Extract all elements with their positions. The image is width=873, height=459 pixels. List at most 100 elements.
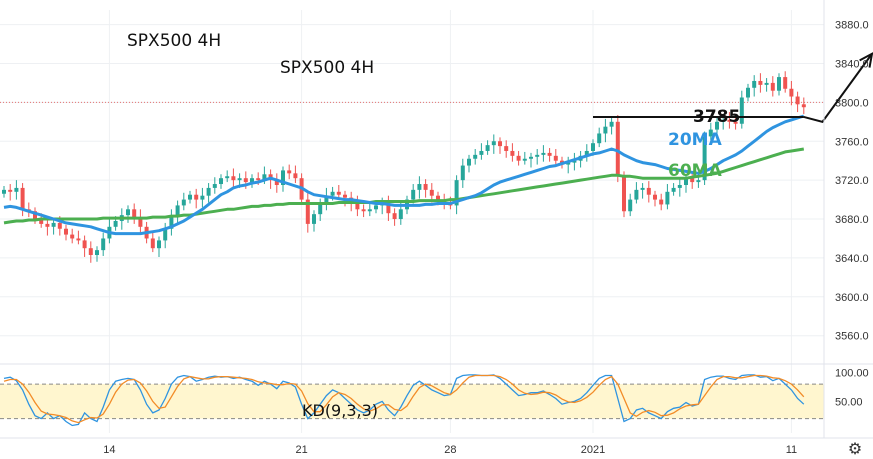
candle-body: [677, 185, 682, 188]
candle-body: [188, 194, 192, 200]
candle-body: [45, 223, 50, 227]
y-tick-label: 3880.0: [835, 20, 869, 32]
candle-body: [51, 222, 56, 227]
candle-body: [20, 187, 25, 210]
y-tick-label: 3560.0: [835, 331, 869, 343]
candle-body: [200, 195, 205, 200]
candle-body: [758, 80, 763, 85]
candle-body: [609, 121, 614, 127]
candle-body: [219, 178, 223, 185]
candle-body: [76, 238, 81, 241]
candle-body: [138, 217, 143, 227]
candle-body: [746, 87, 750, 98]
candle-body: [181, 199, 186, 206]
candle-body: [752, 80, 757, 88]
candle-body: [454, 180, 459, 206]
candle-body: [739, 97, 744, 124]
candle-body: [665, 191, 670, 205]
ma20-line: [3, 114, 805, 236]
candle-body: [361, 209, 366, 212]
candle-body: [733, 121, 738, 124]
candle-body: [715, 121, 719, 130]
candle-body: [653, 194, 657, 200]
candle-body: [770, 82, 775, 91]
candle-body: [473, 154, 478, 159]
candle-body: [206, 187, 211, 196]
kd-d-line: [3, 374, 805, 424]
candle-body: [411, 189, 416, 200]
x-tick-label: 21: [295, 444, 307, 456]
ma60-label: 60MA: [668, 161, 723, 181]
candle-body: [398, 209, 403, 220]
candle-body: [225, 176, 230, 179]
candle-body: [312, 214, 316, 224]
gear-icon[interactable]: ⚙: [847, 439, 863, 458]
candle-body: [777, 77, 781, 91]
candle-body: [721, 119, 726, 122]
candle-body: [535, 154, 540, 157]
candle-body: [764, 82, 769, 85]
candle-body: [783, 77, 788, 89]
candle-body: [392, 213, 397, 220]
candle-body: [293, 173, 298, 179]
candle-body: [343, 194, 347, 198]
candle-body: [597, 133, 602, 144]
candle-body: [169, 217, 174, 229]
candle-body: [336, 191, 341, 195]
candle-body: [727, 119, 732, 122]
candle-body: [460, 165, 465, 181]
candle-body: [423, 184, 428, 190]
candle-body: [671, 187, 676, 192]
candle-body: [287, 170, 292, 174]
candle-body: [132, 209, 137, 218]
candle-body: [57, 222, 62, 229]
candle-body: [795, 96, 800, 105]
candle-body: [250, 178, 254, 183]
candle-body: [305, 199, 310, 224]
y-tick-label: 3600.0: [835, 292, 869, 304]
candle-body: [628, 199, 633, 212]
candle-body: [256, 178, 261, 181]
candle-body: [491, 141, 496, 146]
candle-body: [14, 187, 19, 192]
candle-body: [541, 152, 546, 155]
candle-body: [547, 152, 552, 156]
candle-body: [386, 203, 391, 214]
candle-body: [367, 209, 372, 212]
candle-body: [696, 180, 701, 183]
candle-body: [355, 203, 360, 210]
candle-body: [126, 209, 130, 216]
candle-body: [591, 143, 595, 151]
candle-body: [640, 187, 645, 190]
candle-body: [281, 170, 285, 185]
candle-body: [175, 205, 180, 218]
candle-body: [702, 136, 707, 181]
forecast-arrow: [803, 53, 873, 123]
candle-body: [634, 189, 639, 200]
candle-body: [498, 141, 502, 147]
candle-body: [150, 238, 155, 249]
candle-body: [8, 189, 13, 192]
forecast-arrow-head: [859, 52, 873, 68]
candle-body: [485, 145, 490, 151]
candle-body: [479, 150, 484, 155]
candle-body: [95, 250, 99, 255]
candle-body: [510, 150, 515, 156]
candle-body: [262, 174, 267, 181]
candle-body: [33, 211, 37, 220]
chart-subtitle: SPX500 4H: [280, 58, 374, 78]
y-tick-label: 3680.0: [835, 214, 869, 226]
candle-body: [82, 240, 87, 249]
resistance-label: 3785: [693, 107, 740, 127]
candle-body: [659, 199, 664, 205]
candle-body: [39, 219, 44, 224]
candle-body: [603, 126, 608, 134]
candle-body: [584, 150, 589, 156]
candle-body: [429, 189, 434, 196]
x-tick-label: 2021: [581, 444, 605, 456]
candle-body: [101, 238, 106, 251]
candle-body: [690, 178, 695, 183]
candle-body: [212, 184, 217, 188]
candle-body: [88, 248, 93, 255]
